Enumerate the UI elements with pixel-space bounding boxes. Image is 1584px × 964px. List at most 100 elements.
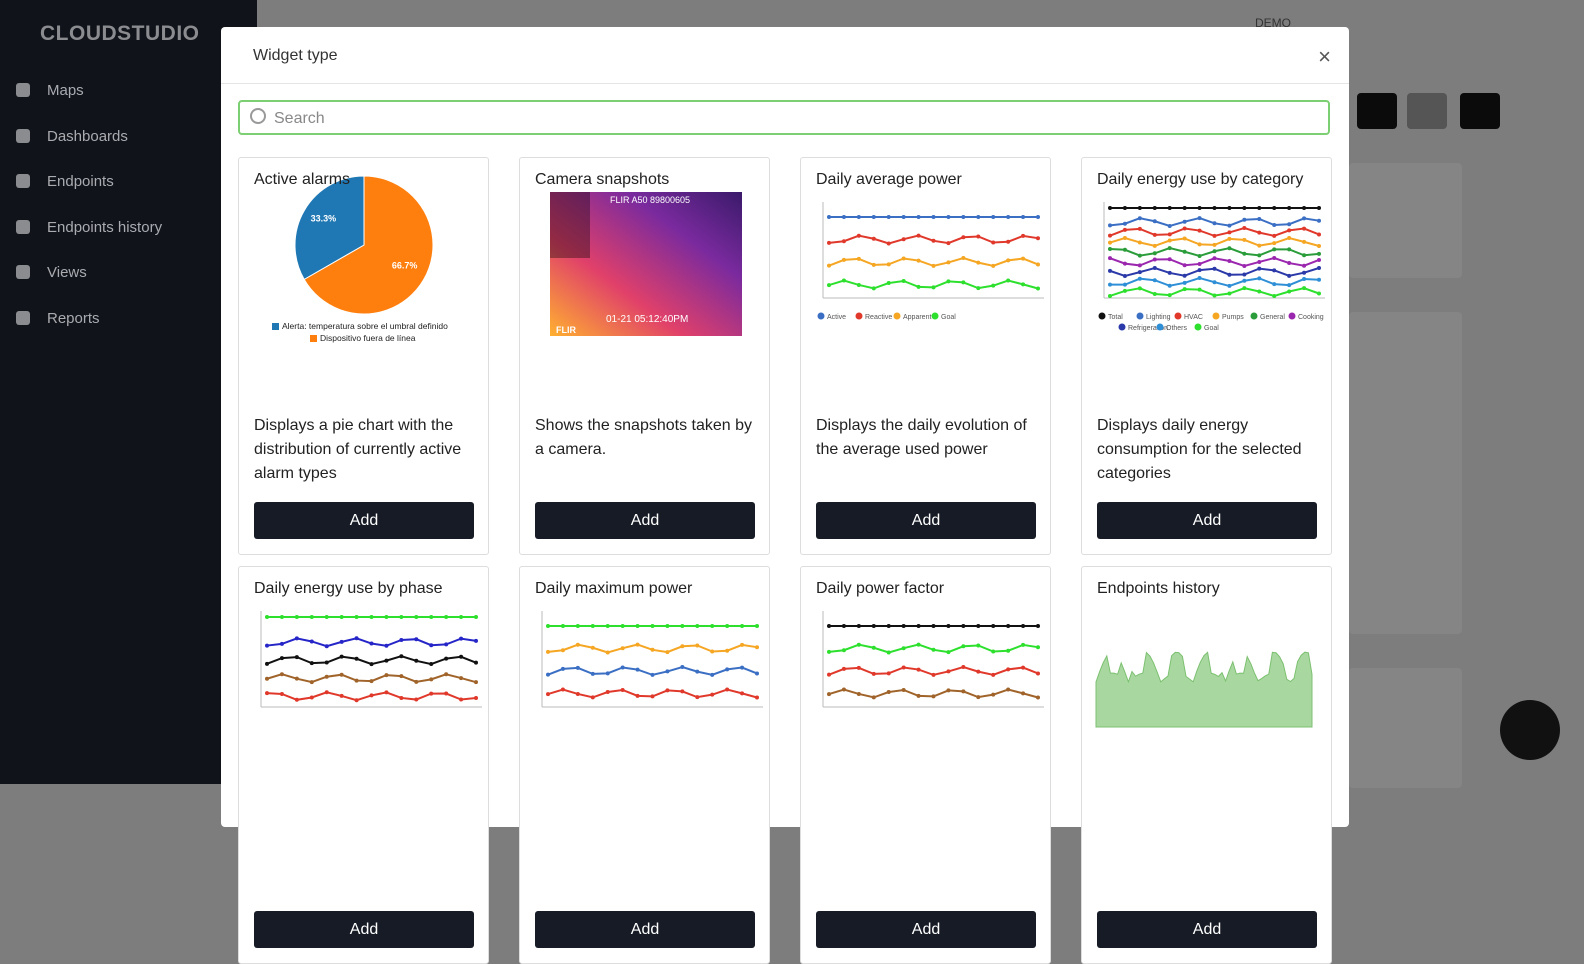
add-button[interactable]: Add [816,911,1036,948]
preview-dot [1036,262,1040,267]
preview-dot [1108,256,1112,261]
add-widget-button[interactable] [1407,93,1447,129]
preview-dot [976,234,981,239]
card-preview [822,611,1044,708]
preview-dot [279,615,284,619]
close-button[interactable]: × [1318,44,1331,69]
preview-dot [294,636,299,641]
preview-dot [1182,236,1187,241]
preview-dot [369,693,374,698]
preview-dot [1021,624,1026,628]
preview-dot [560,648,565,653]
preview-dot [575,642,580,647]
preview-dot [1122,261,1127,266]
preview-dot [399,654,404,659]
preview-dot [931,285,936,290]
preview-dot [339,672,344,677]
widget-card: Daily energy use by phase Add [238,566,489,964]
legend-dot [1288,312,1296,320]
preview-dot [369,679,374,684]
preview-dot [871,286,876,291]
preview-dot [575,691,580,696]
preview-dot [1257,243,1262,248]
legend-dot [931,312,939,320]
preview-dot [1021,691,1026,696]
help-button[interactable] [1500,700,1560,760]
preview-dot [444,615,449,619]
card-title: Camera snapshots [535,171,670,188]
preview-dot [991,283,996,288]
preview-dot [1272,282,1277,287]
preview-dot [871,215,876,219]
preview-dot [755,695,759,700]
preview-dot [1287,206,1292,210]
preview-dot [309,680,314,685]
preview-dot [841,666,846,671]
preview-dot [1182,280,1187,285]
preview-dot [399,615,404,619]
preview-dot [324,615,329,619]
add-button[interactable]: Add [535,502,755,539]
nav-item[interactable]: Endpoints [16,173,114,190]
preview-dot [856,233,861,238]
nav-item[interactable]: Endpoints history [16,219,162,236]
nav-item[interactable]: Dashboards [16,128,128,145]
preview-dot [1257,253,1262,258]
preview-dot [1036,236,1040,241]
preview-dot [1182,219,1187,224]
preview-dot [474,660,478,665]
preview-dot [620,624,625,628]
preview-dot [976,215,981,219]
preview-area [1095,651,1313,728]
preview-dot [1152,251,1157,256]
preview-dot [1302,270,1307,275]
preview-dot [1302,239,1307,244]
add-button[interactable]: Add [535,911,755,948]
preview-dot [1122,227,1127,232]
card-description: Shows the snapshots taken by a camera. [535,417,753,458]
preview-dot [946,688,951,693]
preview-dot [1182,249,1187,254]
add-button[interactable]: Add [1097,502,1317,539]
preview-dot [1272,293,1277,298]
preview-dot [1036,215,1040,219]
preview-dot [901,278,906,283]
preview-dot [1212,233,1217,238]
preview-dot [265,615,269,619]
open-button[interactable] [1460,93,1500,129]
nav-label: Endpoints [47,173,114,190]
share-button[interactable] [1357,93,1397,129]
preview-dot [710,649,715,654]
preview-dot [1257,276,1262,281]
preview-dot [324,690,329,695]
legend-label: Lighting [1146,314,1171,321]
preview-dot [871,262,876,267]
preview-dot [1272,241,1277,246]
add-button[interactable]: Add [254,911,474,948]
add-button[interactable]: Add [254,502,474,539]
preview-dot [294,655,299,660]
preview-dot [725,687,730,692]
card-description: Displays daily energy consumption for th… [1097,417,1302,482]
legend-label: Apparent [903,314,931,321]
preview-dot [414,658,419,663]
preview-dot [444,656,449,661]
search-icon [250,108,266,124]
search-input[interactable]: Search [238,100,1330,135]
nav-icon [16,265,30,279]
nav-item[interactable]: Reports [16,310,100,327]
card-title: Daily energy use by category [1097,171,1304,188]
preview-dot [991,692,996,697]
preview-dot [1227,272,1232,277]
preview-dot [1227,206,1232,210]
preview-dot [560,687,565,692]
add-button[interactable]: Add [1097,911,1317,948]
nav-item[interactable]: Views [16,264,87,281]
preview-dot [695,643,700,648]
nav-item[interactable]: Maps [16,82,84,99]
preview-dot [650,624,655,628]
preview-dot [1167,206,1172,210]
add-button[interactable]: Add [816,502,1036,539]
preview-dot [590,645,595,650]
legend-swatch [272,323,279,330]
